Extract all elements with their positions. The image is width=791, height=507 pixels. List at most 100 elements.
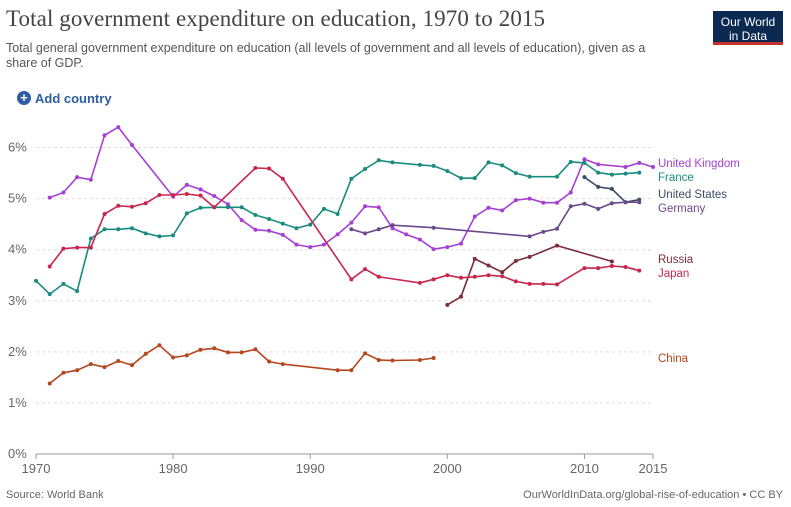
data-point	[637, 268, 642, 273]
data-point	[459, 275, 464, 280]
data-point	[75, 245, 80, 250]
series-line	[351, 201, 640, 238]
data-point	[568, 159, 573, 164]
data-point	[431, 277, 436, 282]
series-label: United States	[658, 189, 727, 201]
data-point	[308, 222, 313, 227]
data-point	[47, 195, 52, 200]
data-point	[61, 281, 66, 286]
data-point	[390, 160, 395, 165]
data-point	[596, 206, 601, 211]
source-note[interactable]: Source: World Bank	[6, 489, 104, 501]
data-point	[129, 142, 134, 147]
data-point	[568, 190, 573, 195]
data-point	[513, 258, 518, 263]
data-point	[609, 264, 614, 269]
data-point	[596, 184, 601, 189]
data-point	[253, 227, 258, 232]
data-point	[472, 176, 477, 181]
data-point	[157, 193, 162, 198]
data-point	[431, 225, 436, 230]
data-point	[335, 232, 340, 237]
data-point	[349, 368, 354, 373]
add-country-label: Add country	[35, 90, 112, 106]
data-point	[280, 362, 285, 367]
data-point	[363, 231, 368, 236]
data-point	[349, 220, 354, 225]
data-point	[363, 267, 368, 272]
data-point	[335, 368, 340, 373]
data-point	[61, 246, 66, 251]
data-point	[349, 277, 354, 282]
data-point	[472, 256, 477, 261]
data-point	[308, 245, 313, 250]
data-point	[61, 370, 66, 375]
data-point	[75, 289, 80, 294]
data-point	[527, 234, 532, 239]
data-point	[116, 359, 121, 364]
owid-logo[interactable]: Our World in Data	[713, 11, 783, 45]
data-point	[116, 227, 121, 232]
data-point	[500, 163, 505, 168]
series-label: Russia	[658, 254, 694, 266]
data-point	[184, 192, 189, 197]
data-point	[143, 201, 148, 206]
data-point	[75, 175, 80, 180]
series-line	[446, 244, 613, 306]
data-point	[417, 280, 422, 285]
data-point	[527, 281, 532, 286]
data-point	[472, 214, 477, 219]
data-point	[212, 194, 217, 199]
data-point	[376, 158, 381, 163]
data-point	[431, 163, 436, 168]
data-point	[486, 263, 491, 268]
chart-title: Total government expenditure on educatio…	[6, 6, 546, 31]
x-tick-label: 1980	[159, 461, 188, 476]
data-point	[88, 177, 93, 182]
data-point	[555, 200, 560, 205]
data-point	[582, 266, 587, 271]
y-tick-label: 6%	[8, 140, 27, 155]
x-tick-label: 1990	[296, 461, 325, 476]
data-point	[376, 274, 381, 279]
data-point	[267, 166, 272, 171]
data-point	[47, 264, 52, 269]
data-point	[349, 176, 354, 181]
data-point	[171, 233, 176, 238]
series-label: China	[658, 353, 689, 365]
data-point	[623, 164, 628, 169]
credit-link[interactable]: OurWorldInData.org/global-rise-of-educat…	[523, 489, 783, 501]
data-point	[61, 190, 66, 195]
data-point	[417, 237, 422, 242]
data-point	[239, 218, 244, 223]
data-point	[225, 350, 230, 355]
data-point	[253, 212, 258, 217]
data-point	[596, 266, 601, 271]
data-point	[486, 160, 491, 165]
data-point	[88, 362, 93, 367]
data-point	[486, 273, 491, 278]
data-point	[500, 208, 505, 213]
data-point	[568, 204, 573, 209]
y-tick-label: 0%	[8, 446, 27, 461]
data-point	[198, 193, 203, 198]
data-point	[555, 243, 560, 248]
y-tick-label: 5%	[8, 191, 27, 206]
data-point	[623, 265, 628, 270]
data-point	[157, 343, 162, 348]
data-point	[75, 368, 80, 373]
data-point	[500, 274, 505, 279]
data-point	[431, 247, 436, 252]
add-country-button[interactable]: + Add country	[17, 90, 112, 106]
data-point	[513, 171, 518, 176]
data-point	[417, 162, 422, 167]
data-point	[253, 347, 258, 352]
data-point	[637, 170, 642, 175]
data-point	[376, 205, 381, 210]
data-point	[582, 201, 587, 206]
data-point	[651, 164, 655, 169]
data-point	[267, 217, 272, 222]
series-label: Japan	[658, 268, 689, 280]
data-point	[129, 363, 134, 368]
data-point	[129, 226, 134, 231]
